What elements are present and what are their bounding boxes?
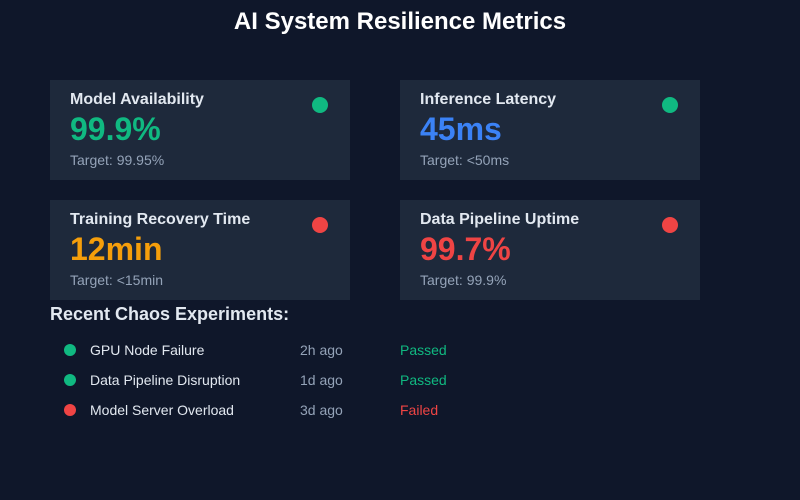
metric-title: Data Pipeline Uptime [420, 211, 580, 228]
metric-value: 99.7% [420, 231, 511, 267]
metric-value: 99.9% [70, 111, 161, 147]
metric-title: Inference Latency [420, 91, 557, 108]
experiment-row: Data Pipeline Disruption 1d ago Passed [50, 370, 750, 390]
metric-target: Target: <15min [70, 272, 163, 288]
experiment-name: Model Server Overload [90, 402, 234, 418]
experiment-result: Passed [400, 372, 447, 388]
metric-card-model-availability: Model Availability 99.9% Target: 99.95% [50, 80, 350, 180]
metric-target: Target: 99.95% [70, 152, 165, 168]
metric-value: 12min [70, 231, 163, 267]
metric-target: Target: <50ms [420, 152, 510, 168]
experiment-row: Model Server Overload 3d ago Failed [50, 400, 750, 420]
experiment-name: Data Pipeline Disruption [90, 372, 241, 388]
experiment-name: GPU Node Failure [90, 342, 205, 358]
metric-target: Target: 99.9% [420, 272, 507, 288]
experiment-time: 3d ago [300, 402, 343, 418]
metric-title: Training Recovery Time [70, 211, 251, 228]
experiment-time: 1d ago [300, 372, 343, 388]
status-indicator-icon [662, 217, 678, 233]
experiment-time: 2h ago [300, 342, 343, 358]
status-indicator-icon [312, 217, 328, 233]
metric-card-inference-latency: Inference Latency 45ms Target: <50ms [400, 80, 700, 180]
experiment-status-icon [64, 374, 76, 386]
page-title: AI System Resilience Metrics [233, 8, 567, 35]
experiments-section-title: Recent Chaos Experiments: [50, 304, 290, 324]
metric-card-data-pipeline-uptime: Data Pipeline Uptime 99.7% Target: 99.9% [400, 200, 700, 300]
experiment-status-icon [64, 404, 76, 416]
experiment-result: Failed [400, 402, 439, 418]
experiment-row: GPU Node Failure 2h ago Passed [50, 340, 750, 360]
experiment-result: Passed [400, 342, 447, 358]
metric-value: 45ms [420, 111, 502, 147]
metric-title: Model Availability [70, 91, 204, 108]
status-indicator-icon [662, 97, 678, 113]
experiment-status-icon [64, 344, 76, 356]
metric-card-training-recovery-time: Training Recovery Time 12min Target: <15… [50, 200, 350, 300]
status-indicator-icon [312, 97, 328, 113]
